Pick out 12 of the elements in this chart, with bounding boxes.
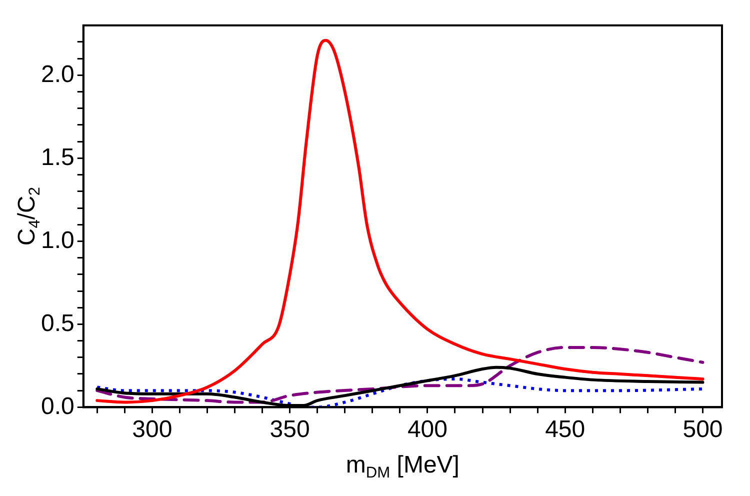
line-series: [96, 38, 704, 404]
x-tick-label: 300: [132, 416, 172, 444]
y-tick-label: 1.5: [40, 144, 74, 171]
line-series: [96, 377, 704, 408]
y-tick-label: 2.0: [40, 60, 74, 88]
line-series: [96, 346, 704, 404]
y-tick-label: 0.0: [40, 392, 74, 420]
y-tick-label: 0.5: [40, 310, 74, 337]
x-tick-label: 450: [545, 416, 586, 444]
x-tick-label: 400: [407, 416, 448, 444]
x-tick-label: 350: [270, 416, 310, 444]
x-tick-label: 500: [682, 416, 723, 444]
